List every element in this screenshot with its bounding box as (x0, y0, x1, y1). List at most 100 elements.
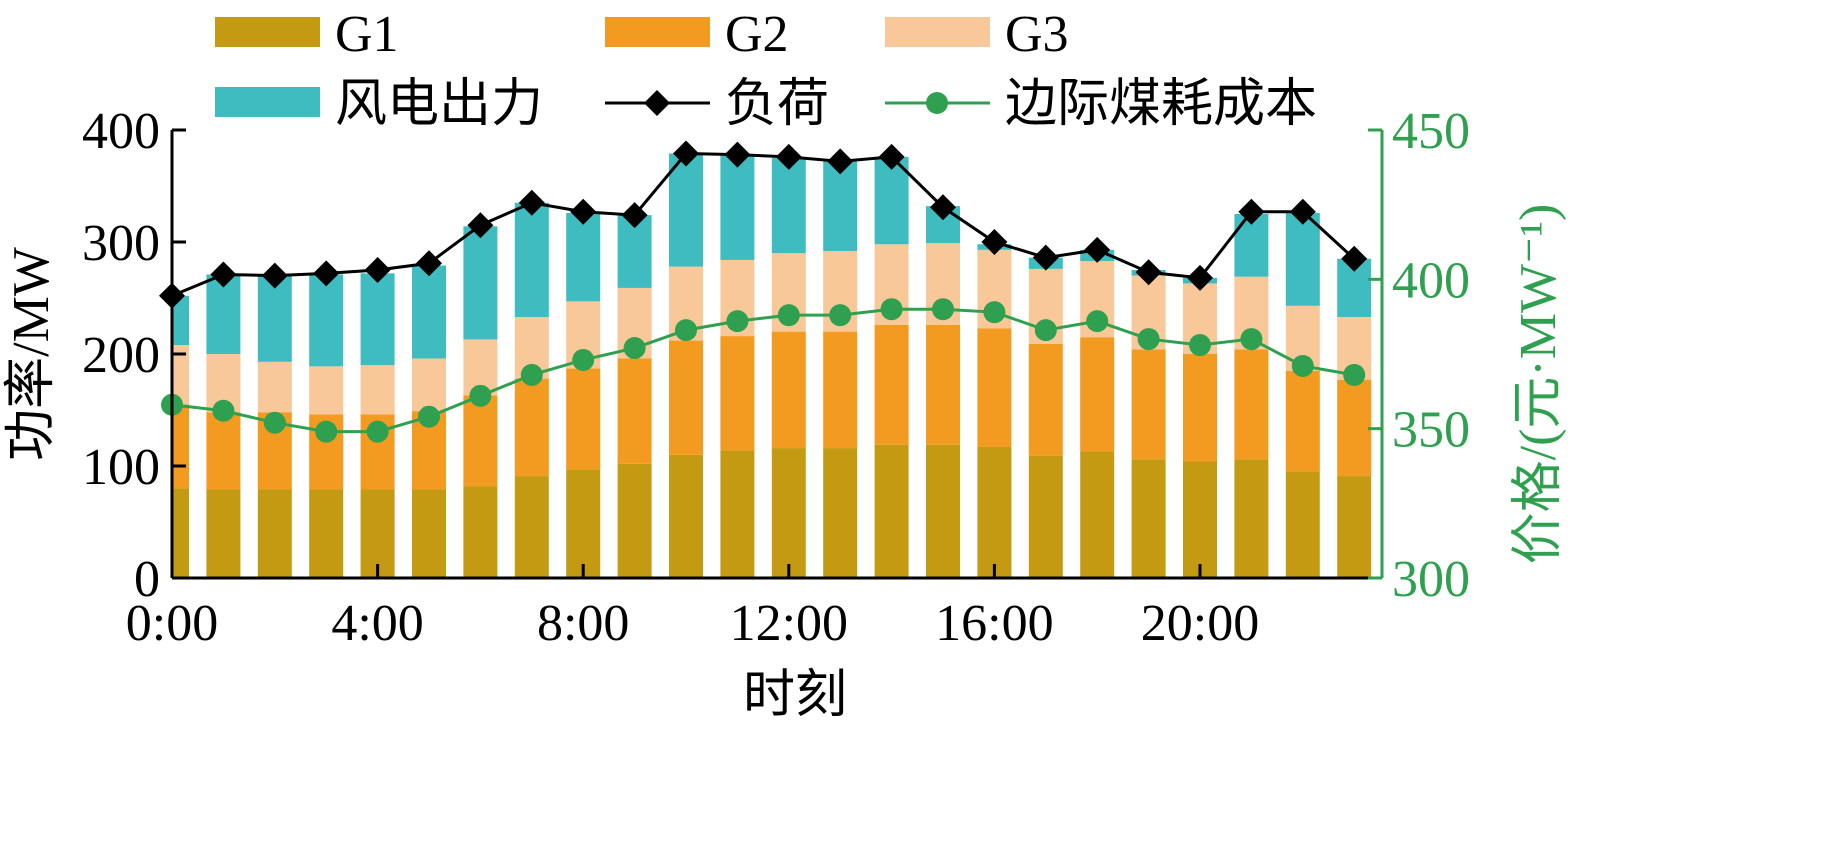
bar-G1-17 (1028, 455, 1063, 578)
bar-G2-11 (720, 336, 755, 451)
line-负荷 (171, 152, 1356, 298)
bar-G2-17 (1028, 343, 1063, 456)
bar-G1-8 (566, 469, 601, 578)
point-负荷-2 (261, 262, 288, 289)
bar-G1-14 (874, 444, 909, 578)
bar-G2-13 (823, 331, 858, 449)
bar-G1-2 (257, 489, 292, 578)
left-y-tick-label: 400 (82, 103, 160, 160)
point-边际煤耗成本-7 (520, 363, 543, 386)
point-负荷-22 (1289, 198, 1316, 225)
point-负荷-18 (1084, 236, 1111, 263)
point-边际煤耗成本-1 (212, 399, 235, 422)
legend-swatch-风电出力 (215, 87, 320, 117)
bar-layer (172, 153, 1372, 578)
point-负荷-5 (416, 250, 442, 277)
legend-label-负荷: 负荷 (725, 76, 829, 133)
x-axis-title: 时刻 (743, 667, 847, 724)
point-负荷-14 (878, 143, 905, 170)
x-tick-label: 4:00 (331, 595, 423, 652)
point-负荷-1 (210, 261, 237, 288)
bar-G1-9 (617, 463, 652, 578)
legend-label-边际煤耗成本: 边际煤耗成本 (1005, 76, 1317, 133)
bar-G1-12 (771, 448, 806, 578)
x-tick-label: 12:00 (730, 595, 848, 652)
bar-风电出力-0 (172, 295, 189, 346)
bar-风电出力-13 (823, 161, 858, 251)
right-y-tick-label: 300 (1392, 551, 1470, 608)
legend-label-G2: G2 (725, 6, 789, 63)
point-负荷-9 (621, 202, 648, 229)
bar-风电出力-1 (206, 274, 241, 354)
point-边际煤耗成本-5 (418, 405, 440, 428)
bar-G3-3 (309, 366, 344, 415)
axes: 0 100 200 300 400 300 350 400 450 0:00 4:00 8:00 12:… (82, 103, 1470, 652)
bar-G2-12 (771, 331, 806, 449)
point-边际煤耗成本-3 (315, 420, 338, 443)
bar-G2-1 (206, 412, 241, 490)
bar-G3-2 (257, 361, 292, 413)
point-边际煤耗成本-18 (1086, 310, 1109, 333)
bar-风电出力-5 (412, 265, 446, 359)
bar-风电出力-3 (309, 274, 344, 367)
point-边际煤耗成本-21 (1240, 328, 1263, 351)
point-边际煤耗成本-10 (675, 319, 697, 342)
x-tick-label: 8:00 (537, 595, 629, 652)
bar-G1-6 (463, 486, 498, 578)
bar-G1-22 (1285, 471, 1320, 578)
legend-swatch-G1 (215, 17, 320, 47)
point-边际煤耗成本-4 (366, 420, 389, 443)
bar-G1-7 (514, 476, 549, 578)
x-tick-label: 20:00 (1141, 595, 1259, 652)
left-y-tick-label: 200 (82, 327, 160, 384)
point-边际煤耗成本-16 (983, 301, 1006, 324)
bar-风电出力-8 (566, 212, 601, 302)
bar-风电出力-14 (874, 156, 909, 245)
point-边际煤耗成本-12 (777, 304, 800, 327)
bar-G1-13 (823, 448, 858, 578)
left-y-axis-title: 功率/MW (3, 247, 60, 461)
point-负荷-15 (930, 194, 956, 221)
left-y-tick-label: 100 (82, 439, 160, 496)
bar-G1-4 (360, 489, 395, 578)
point-负荷-19 (1135, 259, 1162, 286)
point-边际煤耗成本-6 (469, 384, 492, 407)
right-y-tick-label: 450 (1392, 103, 1470, 160)
bar-风电出力-7 (514, 202, 549, 318)
bar-G1-19 (1131, 459, 1166, 578)
bar-G2-18 (1080, 337, 1115, 452)
bar-G1-15 (926, 444, 960, 578)
bar-G1-11 (720, 450, 755, 578)
legend-label-G1: G1 (335, 6, 399, 63)
point-边际煤耗成本-2 (263, 411, 286, 434)
point-负荷-10 (673, 140, 699, 167)
bar-风电出力-2 (257, 275, 292, 362)
bar-G1-10 (669, 454, 703, 578)
point-边际煤耗成本-13 (829, 304, 852, 327)
point-负荷-12 (775, 143, 802, 170)
legend-marker-负荷 (644, 90, 670, 116)
line-边际煤耗成本 (171, 307, 1355, 434)
point-边际煤耗成本-9 (623, 337, 646, 360)
bar-G1-0 (172, 488, 189, 578)
bar-G2-14 (874, 324, 909, 445)
point-负荷-3 (313, 260, 340, 287)
x-tick-label: 16:00 (935, 595, 1053, 652)
bar-G1-21 (1234, 459, 1269, 578)
bar-G3-4 (360, 365, 395, 415)
left-y-tick-label: 300 (82, 215, 160, 272)
point-边际煤耗成本-11 (726, 310, 749, 333)
legend-swatch-G2 (605, 17, 710, 47)
bar-G3-0 (172, 345, 189, 405)
point-边际煤耗成本-17 (1034, 319, 1057, 342)
point-负荷-17 (1032, 244, 1059, 271)
bar-G2-16 (977, 328, 1012, 447)
left-y-tick-label: 0 (134, 551, 160, 608)
right-y-tick-label: 400 (1392, 252, 1470, 309)
point-负荷-4 (364, 257, 391, 283)
bar-G2-8 (566, 368, 601, 470)
legend-label-G3: G3 (1005, 6, 1069, 63)
point-负荷-7 (518, 189, 545, 216)
bar-G1-16 (977, 446, 1012, 578)
bar-风电出力-11 (720, 155, 755, 260)
